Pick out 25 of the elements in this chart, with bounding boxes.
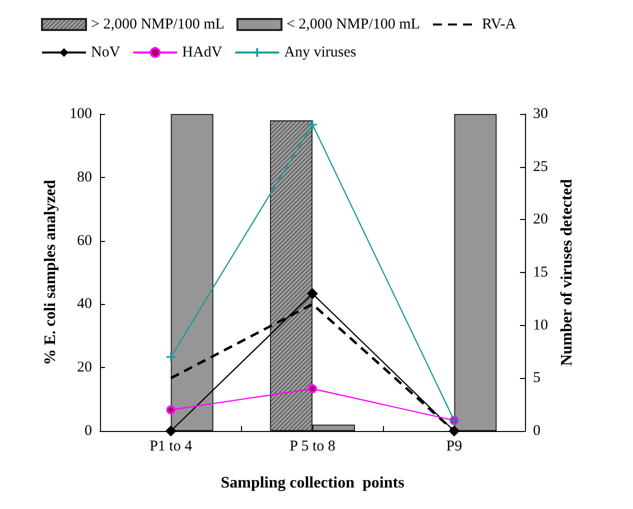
legend-label: < 2,000 NMP/100 mL [286, 16, 420, 32]
x-axis-title: Sampling collection points [220, 474, 404, 492]
y-tick-label: 20 [77, 360, 92, 376]
y2-tick-label: 30 [533, 106, 548, 122]
x-tick-label: P9 [446, 438, 462, 454]
legend-label: HAdV [182, 44, 222, 60]
y-tick-label: 100 [70, 106, 92, 122]
y-axis-title: % E. coli samples analyzed [42, 180, 60, 366]
y2-tick-label: 5 [533, 370, 540, 386]
x-tick-label: P1 to 4 [150, 438, 193, 454]
legend-label: RV-A [482, 16, 516, 32]
y-tick-label: 60 [77, 232, 92, 249]
y-tick-label: 0 [84, 423, 92, 439]
legend-label: > 2,000 NMP/100 mL [91, 16, 224, 32]
y2-tick-label: 20 [533, 212, 548, 228]
y2-axis-title: Number of viruses detected [558, 179, 576, 366]
y2-tick-label: 15 [533, 264, 548, 280]
y2-tick-label: 10 [533, 317, 548, 334]
legend-label: Any viruses [284, 44, 356, 60]
y2-tick-label: 0 [533, 423, 540, 439]
y2-tick-label: 25 [533, 158, 548, 175]
x-tick-label: P 5 to 8 [290, 438, 336, 454]
y-tick-label: 80 [77, 169, 92, 186]
y-tick-label: 40 [77, 296, 92, 312]
legend-label: NoV [91, 44, 120, 60]
